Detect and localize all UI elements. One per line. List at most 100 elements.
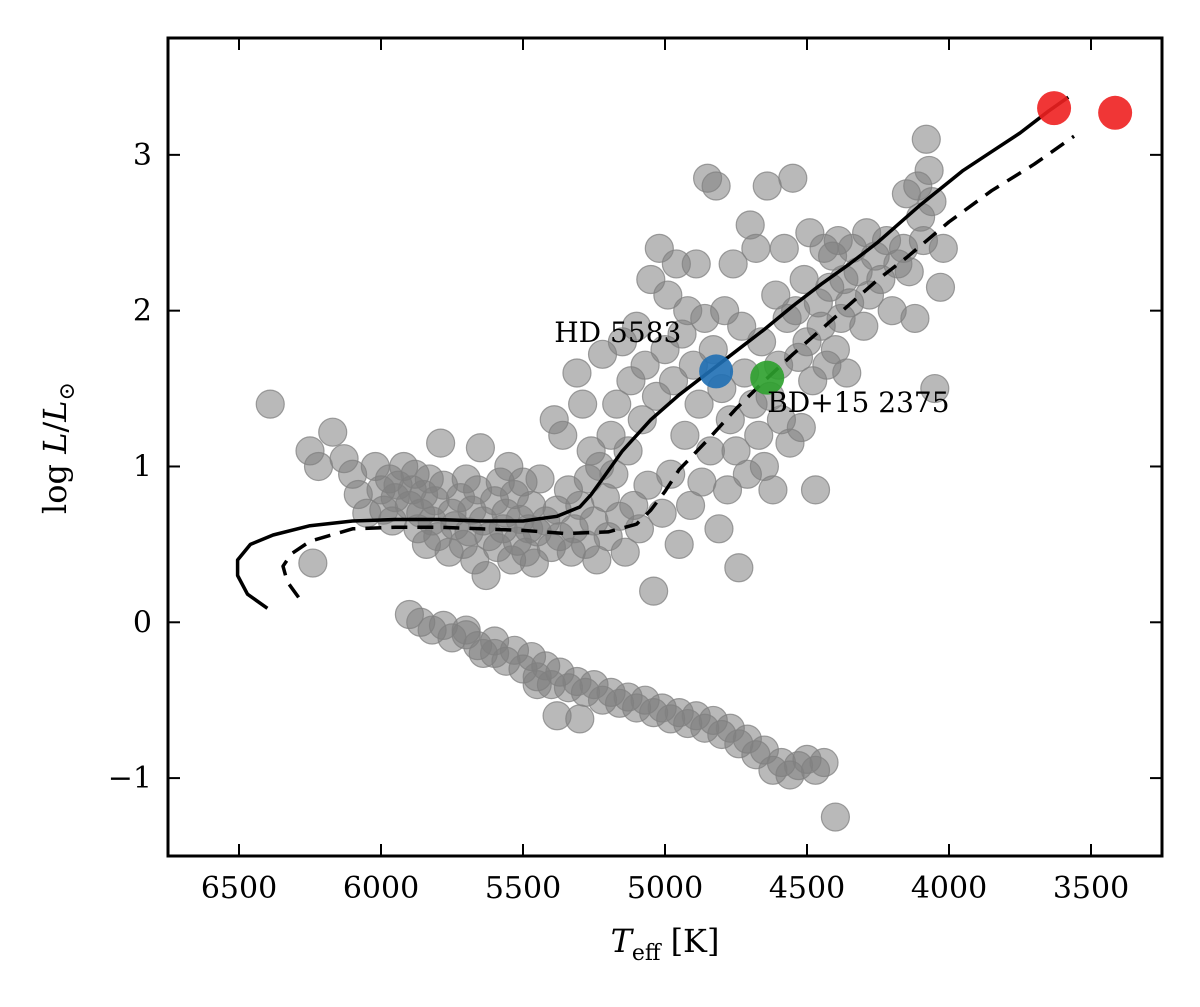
background-star-point xyxy=(727,311,757,341)
background-star-point xyxy=(627,405,657,435)
background-star-point xyxy=(613,436,643,466)
background-star-point xyxy=(565,704,595,734)
y-axis-title-denominator: L xyxy=(36,401,74,423)
background-star-point xyxy=(894,257,924,287)
tracks-layer xyxy=(235,95,1076,610)
annotation-label: BD+15 2375 xyxy=(767,386,949,419)
y-axis-title-log: log xyxy=(36,464,74,514)
solid-track-line xyxy=(235,95,1070,610)
x-tick-label: 5000 xyxy=(627,871,703,906)
background-star-point xyxy=(610,537,640,567)
highlight-point-red xyxy=(1098,95,1133,130)
background-star-point xyxy=(820,335,851,365)
ticks-layer: 6500 6000 5500 5000 4500 4000 3500 −1 0 1 2 3 xyxy=(108,38,1162,906)
background-star-point xyxy=(318,417,348,447)
background-star-point xyxy=(701,171,731,201)
background-star-point xyxy=(718,249,748,279)
background-star-point xyxy=(647,498,677,528)
background-star-point xyxy=(761,280,791,310)
background-star-point xyxy=(769,233,799,263)
background-star-point xyxy=(715,405,745,435)
background-star-point xyxy=(471,560,501,591)
x-tick-label: 5500 xyxy=(485,871,561,906)
background-star-point xyxy=(911,124,941,154)
y-tick-label: 1 xyxy=(133,449,152,484)
x-axis-title: Teff [K] xyxy=(611,922,720,966)
y-tick-label: −1 xyxy=(108,761,152,796)
background-star-point xyxy=(778,163,808,193)
y-axis-title-slash: / xyxy=(36,422,74,433)
background-star-point xyxy=(721,436,751,466)
background-star-point xyxy=(568,389,598,419)
background-star-point xyxy=(621,311,652,341)
x-tick-label: 6500 xyxy=(201,871,277,906)
background-star-point xyxy=(525,464,555,494)
background-star-point xyxy=(928,233,958,263)
background-star-point xyxy=(704,514,734,544)
highlight-point-bd-15-2375 xyxy=(750,360,785,395)
background-star-point xyxy=(426,428,456,458)
x-tick-label: 6000 xyxy=(343,871,419,906)
background-star-point xyxy=(303,451,334,482)
background-star-point xyxy=(920,373,950,404)
background-star-point xyxy=(800,475,831,505)
annotations-layer: HD 5583 BD+15 2375 xyxy=(554,316,949,419)
background-points-layer xyxy=(255,124,958,832)
background-star-point xyxy=(681,249,711,279)
background-star-point xyxy=(582,545,612,575)
background-star-point xyxy=(658,366,689,396)
background-star-point xyxy=(656,459,686,489)
background-star-point xyxy=(522,670,552,700)
background-star-point xyxy=(653,280,683,310)
background-star-point xyxy=(298,548,328,578)
background-star-point xyxy=(917,187,947,217)
background-star-point xyxy=(820,802,851,832)
background-star-point xyxy=(639,576,669,606)
background-star-point xyxy=(465,433,495,463)
y-tick-label: 2 xyxy=(133,294,152,329)
y-tick-label: 3 xyxy=(133,138,152,173)
background-star-point xyxy=(752,171,782,201)
background-star-point xyxy=(630,350,660,380)
background-star-point xyxy=(602,389,632,419)
y-axis-title-numerator: L xyxy=(36,433,74,455)
background-star-point xyxy=(724,553,754,583)
background-star-point xyxy=(832,358,862,388)
x-axis-title-symbol: T xyxy=(611,922,635,960)
background-star-point xyxy=(914,155,944,186)
background-star-point xyxy=(925,272,956,302)
dashed-track-line xyxy=(281,134,1076,599)
y-axis-title: log L/L⊙ xyxy=(36,382,80,514)
x-axis-title-unit: [K] xyxy=(671,922,720,960)
background-star-point xyxy=(664,529,694,559)
background-star-point xyxy=(809,747,839,778)
background-star-point xyxy=(480,638,510,669)
background-star-point xyxy=(712,475,743,505)
highlight-point-hd-5583 xyxy=(699,354,734,389)
y-axis-title-subscript: ⊙ xyxy=(55,382,80,400)
annotation-label: HD 5583 xyxy=(554,316,681,349)
background-star-point xyxy=(695,436,726,466)
background-star-point xyxy=(675,490,706,521)
background-star-point xyxy=(900,303,930,334)
y-tick-label: 0 xyxy=(133,605,152,640)
x-axis-title-subscript: eff xyxy=(632,941,662,966)
x-tick-label: 4000 xyxy=(911,871,987,906)
background-star-point xyxy=(758,475,788,505)
background-star-point xyxy=(744,420,774,450)
background-star-point xyxy=(670,420,700,450)
background-star-point xyxy=(451,615,481,645)
x-tick-label: 3500 xyxy=(1053,871,1129,906)
background-star-point xyxy=(562,358,592,388)
background-star-point xyxy=(849,311,879,341)
background-star-point xyxy=(255,389,285,419)
background-star-point xyxy=(687,467,717,497)
background-star-point xyxy=(741,233,771,263)
x-tick-label: 4500 xyxy=(769,871,845,906)
background-star-point xyxy=(548,420,578,450)
background-star-point xyxy=(786,412,816,443)
highlight-point-red xyxy=(1037,91,1072,126)
highlight-points-layer xyxy=(699,91,1133,395)
background-star-point xyxy=(684,389,714,419)
